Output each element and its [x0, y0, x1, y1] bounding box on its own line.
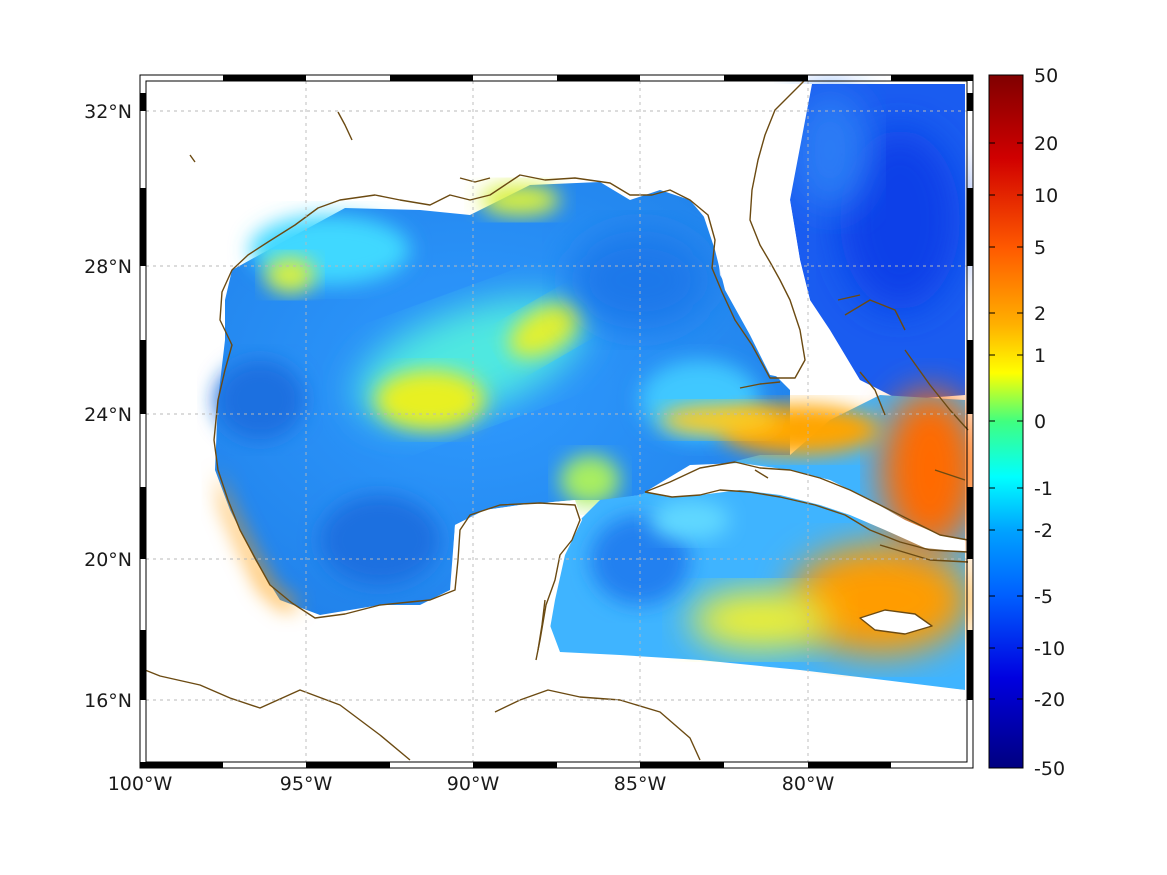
lat-tick-label: 28°N: [84, 256, 132, 278]
land-masks: [450, 84, 965, 768]
latitude-labels: 32°N 28°N 24°N 20°N 16°N: [84, 101, 132, 712]
sea-surface-field: [215, 84, 973, 690]
colorbar: 50 20 10 5 2 1 0 -1 -2 -5 -10 -20 -50: [988, 65, 1065, 780]
colorbar-label: -10: [1034, 638, 1065, 660]
gridlines: [146, 81, 967, 762]
lat-tick-label: 20°N: [84, 549, 132, 571]
lon-tick-label: 100°W: [108, 773, 173, 795]
coastline-cuba: [644, 461, 969, 553]
coastline-bahamas: [837, 294, 969, 563]
lon-tick-label: 80°W: [782, 773, 835, 795]
colorbar-labels: 50 20 10 5 2 1 0 -1 -2 -5 -10 -20 -50: [1034, 65, 1065, 780]
colorbar-label: -20: [1034, 689, 1065, 711]
lon-tick-label: 95°W: [280, 773, 333, 795]
colorbar-label: -5: [1034, 586, 1053, 608]
coastline-keys: [537, 381, 781, 651]
colorbar-ticks: [989, 142, 1023, 700]
colorbar-label: 10: [1034, 185, 1058, 207]
lat-tick-label: 16°N: [84, 690, 132, 712]
coastline-atlantic-inlet: [189, 111, 491, 183]
lat-tick-label: 32°N: [84, 101, 132, 123]
colorbar-label: 20: [1034, 133, 1058, 155]
colorbar-label: 1: [1034, 345, 1046, 367]
coastline-central-america: [494, 689, 701, 761]
colorbar-label: -1: [1034, 478, 1053, 500]
colorbar-label: -50: [1034, 758, 1065, 780]
map-frame: [139, 74, 974, 769]
lon-tick-label: 85°W: [614, 773, 667, 795]
colorbar-label: 50: [1034, 65, 1058, 87]
coastline-pacific: [139, 667, 411, 761]
lon-tick-label: 90°W: [447, 773, 500, 795]
coastline-gulf: [213, 79, 806, 661]
coastlines: [139, 79, 969, 761]
colorbar-label: 5: [1034, 237, 1046, 259]
colorbar-label: 0: [1034, 411, 1046, 433]
colorbar-label: 2: [1034, 303, 1046, 325]
lat-tick-label: 24°N: [84, 404, 132, 426]
colorbar-label: -2: [1034, 520, 1053, 542]
longitude-labels: 100°W 95°W 90°W 85°W 80°W: [108, 773, 835, 795]
coastline-jamaica: [859, 609, 933, 635]
